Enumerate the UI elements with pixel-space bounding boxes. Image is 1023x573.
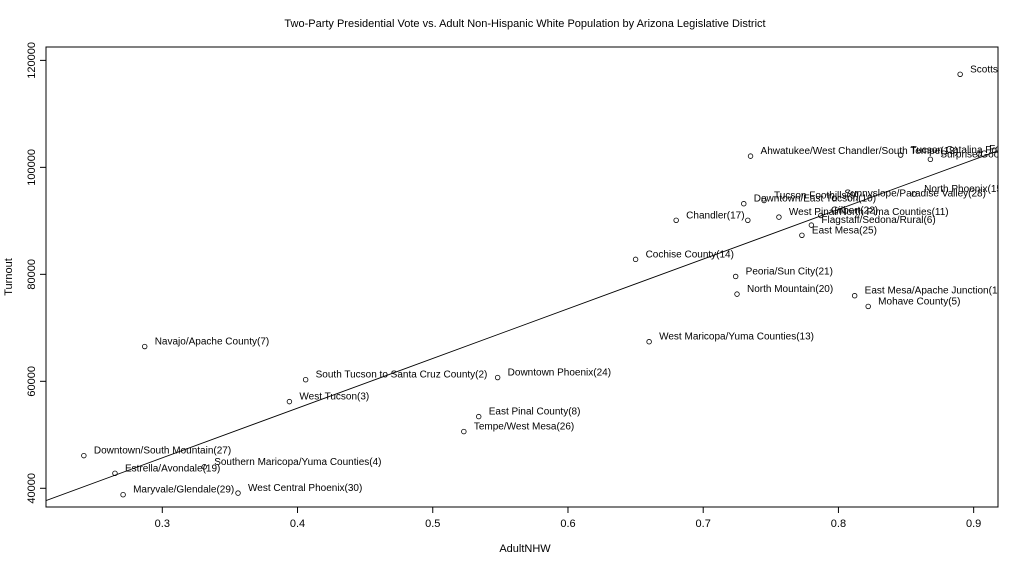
data-point xyxy=(747,153,754,159)
x-tick-label: 0.9 xyxy=(966,518,981,530)
data-point-label: Chandler(17) xyxy=(686,210,744,221)
x-tick-label: 0.6 xyxy=(560,518,575,530)
data-point xyxy=(632,256,639,263)
data-point xyxy=(976,151,982,157)
data-point xyxy=(865,303,871,310)
x-axis: 0.3 0.4 0.5 0.6 0.7 0.8 0.9 xyxy=(155,507,981,530)
point-labels-layer: Downtown/South Mountain(27) Estrella/Avon… xyxy=(94,64,1023,496)
x-tick-label: 0.7 xyxy=(696,518,711,530)
data-point-label: Navajo/Apache County(7) xyxy=(155,337,270,348)
data-point-label: Tempe/West Mesa(26) xyxy=(474,422,574,433)
data-point-label: South Tucson to Santa Cruz County(2) xyxy=(316,370,488,381)
data-point xyxy=(476,413,482,420)
data-point xyxy=(112,470,118,477)
data-point xyxy=(673,217,679,224)
data-point-label: East Mesa/Apache Junction(16) xyxy=(865,286,1007,297)
data-point-label: Sunnyslope/Paradise Valley(28) xyxy=(844,188,986,199)
data-point-label: Southern Maricopa/Yuma Counties(4) xyxy=(214,457,381,468)
y-tick-label: 80000 xyxy=(26,259,38,290)
x-tick-label: 0.3 xyxy=(155,518,170,530)
data-point xyxy=(897,152,904,158)
data-point-label: Surprise/Goodyear(12) xyxy=(940,149,1023,160)
data-point-label: Gilbert(22) xyxy=(831,205,878,216)
data-point xyxy=(808,222,815,228)
data-point xyxy=(761,197,767,204)
data-point-label: Scottsdale(23) xyxy=(970,64,1023,75)
data-point-label: Downtown/South Mountain(27) xyxy=(94,446,231,457)
data-point-label: Maryvale/Glendale(29) xyxy=(133,485,234,496)
y-tick-label: 60000 xyxy=(26,366,38,397)
data-point-label: North Mountain(20) xyxy=(747,284,833,295)
y-axis: 40000 60000 80000 100000 120000 xyxy=(26,42,46,504)
data-point xyxy=(302,376,309,383)
data-point-label: Mohave County(5) xyxy=(878,296,960,307)
data-point xyxy=(745,217,751,224)
data-point xyxy=(776,214,782,220)
data-point-label: Flagstaff/Sedona/Rural(6) xyxy=(821,215,935,226)
data-point xyxy=(235,490,241,496)
data-point xyxy=(120,491,126,498)
data-point-label: West Pinal/North Pima Counties(11) xyxy=(789,207,949,218)
data-point-label: West Central Phoenix(30) xyxy=(248,483,362,494)
data-point xyxy=(799,232,805,238)
data-point-label: North Phoenix(15) xyxy=(924,184,1005,195)
data-point-label: Estrella/Avondale(19) xyxy=(125,463,220,474)
y-tick-label: 120000 xyxy=(26,42,38,79)
x-tick-label: 0.5 xyxy=(425,518,440,530)
data-point xyxy=(201,464,207,470)
data-point-label: Downtown Phoenix(24) xyxy=(508,368,611,379)
data-point xyxy=(81,452,87,459)
data-point xyxy=(927,156,934,163)
y-tick-label: 100000 xyxy=(26,149,38,186)
x-tick-label: 0.8 xyxy=(831,518,846,530)
regression-layer xyxy=(46,150,998,502)
data-point xyxy=(461,428,467,435)
data-point-label: Ahwatukee/West Chandler/South Tempe(18) xyxy=(761,146,959,157)
data-point-label: Peoria/Sun City(21) xyxy=(746,266,833,277)
data-point-label: East Mesa(25) xyxy=(812,225,877,236)
data-point-label: East Pinal County(8) xyxy=(489,407,581,418)
data-point xyxy=(741,201,747,207)
y-tick-label: 40000 xyxy=(26,473,38,504)
data-point xyxy=(734,291,740,297)
regression-line xyxy=(46,150,998,502)
points-layer xyxy=(81,71,982,498)
chart-title: Two-Party Presidential Vote vs. Adult No… xyxy=(284,18,765,30)
data-point xyxy=(911,191,917,197)
data-point xyxy=(494,374,501,381)
data-point xyxy=(646,339,652,345)
data-point xyxy=(818,212,824,219)
plot-frame xyxy=(45,46,999,508)
data-point xyxy=(142,343,148,350)
data-point-label: Downtown/East Tucson(10) xyxy=(754,194,876,205)
data-point-label: Tucson Foothills(9) xyxy=(774,191,859,202)
data-point-label: Tucson Catalina Foothills(9) xyxy=(911,145,1023,156)
data-point-label: Fountain Hills(1) xyxy=(989,144,1023,155)
data-point-label: Cochise County(14) xyxy=(646,249,734,260)
data-point xyxy=(831,195,838,202)
data-point xyxy=(851,293,858,299)
y-axis-title: Turnout xyxy=(3,258,15,296)
data-point xyxy=(957,71,963,77)
data-point xyxy=(286,398,293,405)
data-point xyxy=(732,273,739,280)
x-tick-label: 0.4 xyxy=(290,518,305,530)
data-point-label: West Maricopa/Yuma Counties(13) xyxy=(659,332,814,343)
x-axis-title: AdultNHW xyxy=(499,543,551,555)
data-point-label: West Tucson(3) xyxy=(299,392,369,403)
